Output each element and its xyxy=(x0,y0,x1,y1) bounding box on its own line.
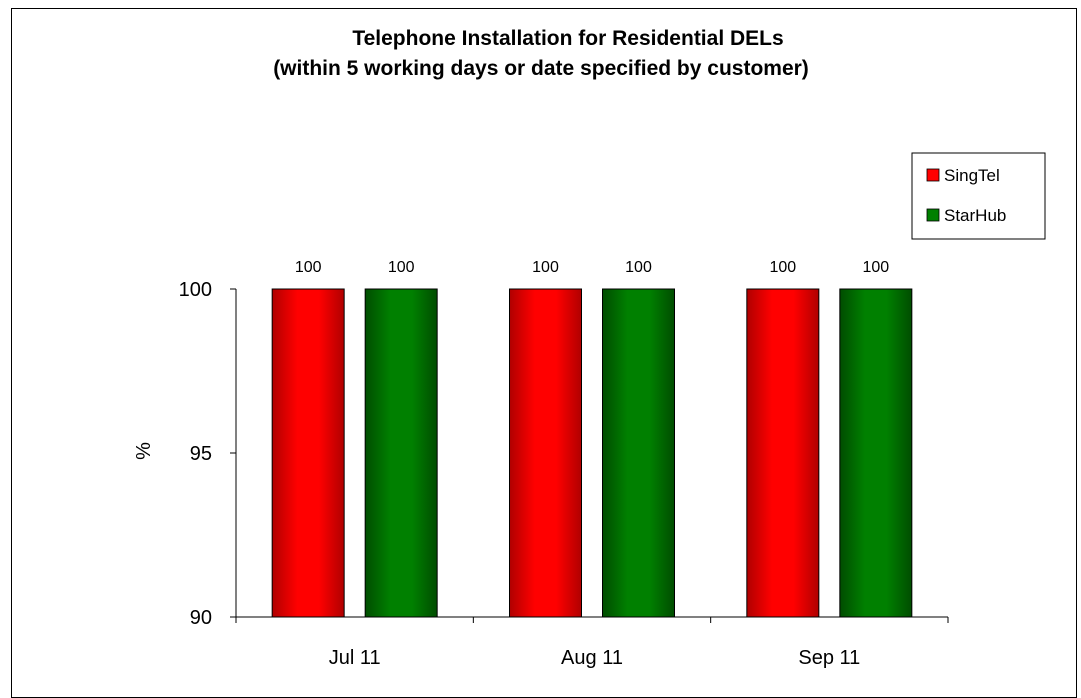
legend-swatch-singtel xyxy=(926,168,940,182)
axis-ticks: Jul 11 Aug 11 Sep 11 90 95 100 xyxy=(179,279,949,669)
x-tick-label-jul-11: Jul 11 xyxy=(329,647,381,669)
y-tick-label-90: 90 xyxy=(190,607,212,629)
x-tick-label-sep-11: Sep 11 xyxy=(798,647,860,669)
legend-label-singtel: SingTel xyxy=(944,166,1000,185)
bars-layer: 100 100 100 100 100 100 xyxy=(271,259,913,618)
bar-starhub-aug-11 xyxy=(602,288,675,618)
chart-subtitle: (within 5 working days or date specified… xyxy=(273,57,809,80)
y-axis-label: % xyxy=(133,442,155,460)
legend-label-starhub: StarHub xyxy=(944,206,1006,225)
legend-box xyxy=(911,152,1046,240)
bar-starhub-sep-11 xyxy=(839,288,913,618)
data-label-singtel-sep-11: 100 xyxy=(769,259,796,276)
bar-starhub-jul-11 xyxy=(364,288,438,618)
bar-singtel-jul-11 xyxy=(271,288,345,618)
data-label-starhub-sep-11: 100 xyxy=(862,259,889,276)
chart-title: Telephone Installation for Residential D… xyxy=(352,27,783,50)
y-tick-label-100: 100 xyxy=(179,279,212,301)
legend: SingTel StarHub xyxy=(911,152,1046,240)
data-label-starhub-aug-11: 100 xyxy=(625,259,652,276)
x-tick-label-aug-11: Aug 11 xyxy=(561,647,623,669)
data-label-singtel-aug-11: 100 xyxy=(532,259,559,276)
bar-chart: Telephone Installation for Residential D… xyxy=(133,27,1046,669)
bar-singtel-aug-11 xyxy=(509,288,582,618)
y-tick-label-95: 95 xyxy=(190,443,212,465)
legend-swatch-starhub xyxy=(926,208,940,222)
bar-singtel-sep-11 xyxy=(746,288,820,618)
data-label-singtel-jul-11: 100 xyxy=(295,259,322,276)
data-label-starhub-jul-11: 100 xyxy=(388,259,415,276)
